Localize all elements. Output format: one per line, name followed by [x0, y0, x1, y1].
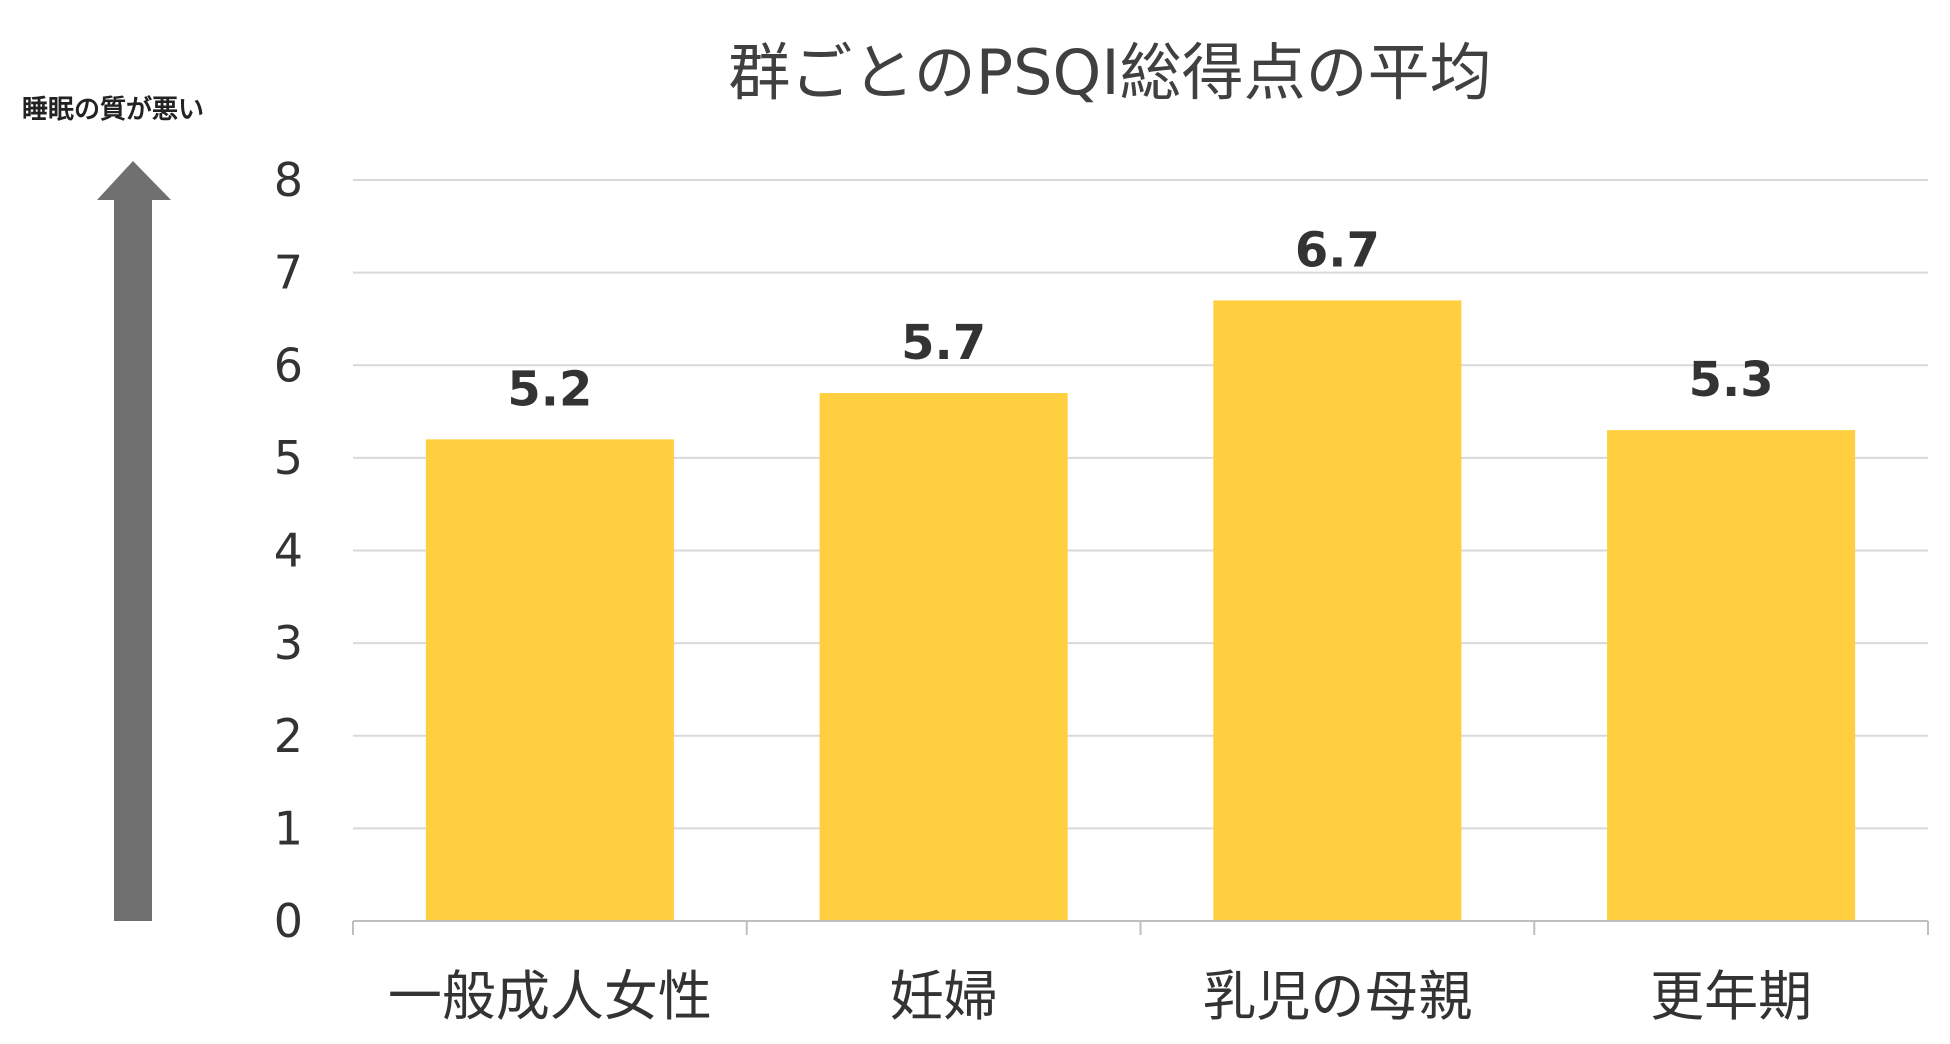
y-tick-label: 2 — [274, 709, 303, 763]
bar — [425, 439, 674, 921]
chart-title: 群ごとのPSQI総得点の平均 — [728, 36, 1491, 109]
poor-sleep-label: 睡眠の質が悪い — [22, 94, 204, 125]
bar — [819, 393, 1068, 922]
category-label: 更年期 — [1650, 965, 1812, 1028]
bars — [425, 300, 1856, 922]
value-label: 5.2 — [507, 361, 592, 417]
y-tick-label: 3 — [274, 616, 303, 670]
value-label: 5.7 — [901, 315, 986, 371]
y-tick-label: 1 — [274, 801, 303, 855]
bar — [1607, 430, 1856, 921]
bar — [1213, 300, 1462, 922]
category-label: 一般成人女性 — [388, 965, 712, 1028]
y-tick-label: 6 — [274, 338, 303, 392]
y-tick-label: 4 — [274, 524, 303, 578]
category-label: 乳児の母親 — [1202, 965, 1472, 1028]
value-label: 5.3 — [1689, 352, 1774, 408]
y-tick-label: 5 — [274, 431, 303, 485]
up-arrow-icon — [97, 161, 171, 921]
y-tick-label: 8 — [274, 153, 303, 207]
y-tick-label: 0 — [274, 894, 303, 948]
category-label: 妊婦 — [890, 965, 998, 1028]
category-labels: 一般成人女性 妊婦 乳児の母親 更年期 — [388, 965, 1812, 1028]
x-axis — [352, 920, 1929, 935]
value-labels: 5.2 5.7 6.7 5.3 — [507, 222, 1773, 417]
value-label: 6.7 — [1295, 222, 1380, 278]
y-tick-label: 7 — [274, 246, 303, 300]
y-axis-ticks: 0 1 2 3 4 5 6 7 8 — [274, 153, 303, 948]
